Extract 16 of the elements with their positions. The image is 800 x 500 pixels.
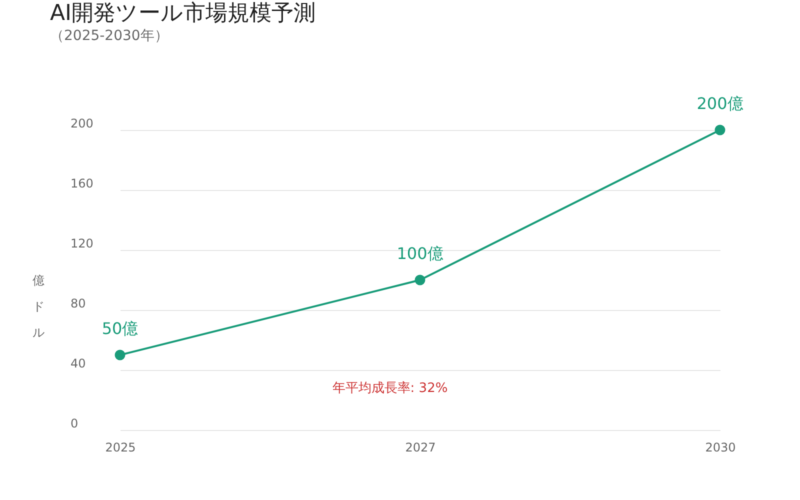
y-tick-label: 160	[70, 176, 94, 190]
data-label: 100億	[396, 244, 444, 263]
chart-subtitle: （2025-2030年）	[50, 28, 168, 44]
y-axis-title: 億ドル	[32, 274, 44, 340]
data-label: 200億	[696, 94, 744, 113]
y-tick-label: 200	[70, 116, 94, 130]
y-tick-label: 80	[70, 296, 86, 310]
x-tick-label: 2030	[705, 440, 736, 454]
x-tick-label: 2025	[105, 440, 136, 454]
y-tick-label: 40	[70, 356, 86, 370]
y-tick-label: 0	[70, 416, 78, 430]
x-tick-label: 2027	[405, 440, 436, 454]
y-tick-label: 120	[70, 236, 94, 250]
chart-title: AI開発ツール市場規模予測	[50, 1, 316, 26]
annotation: 年平均成長率: 32%	[332, 380, 448, 396]
data-label: 50億	[102, 319, 138, 338]
